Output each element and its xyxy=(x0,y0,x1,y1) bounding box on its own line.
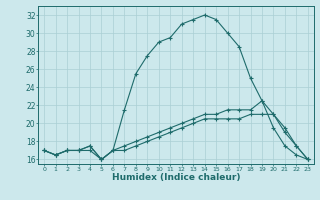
X-axis label: Humidex (Indice chaleur): Humidex (Indice chaleur) xyxy=(112,173,240,182)
